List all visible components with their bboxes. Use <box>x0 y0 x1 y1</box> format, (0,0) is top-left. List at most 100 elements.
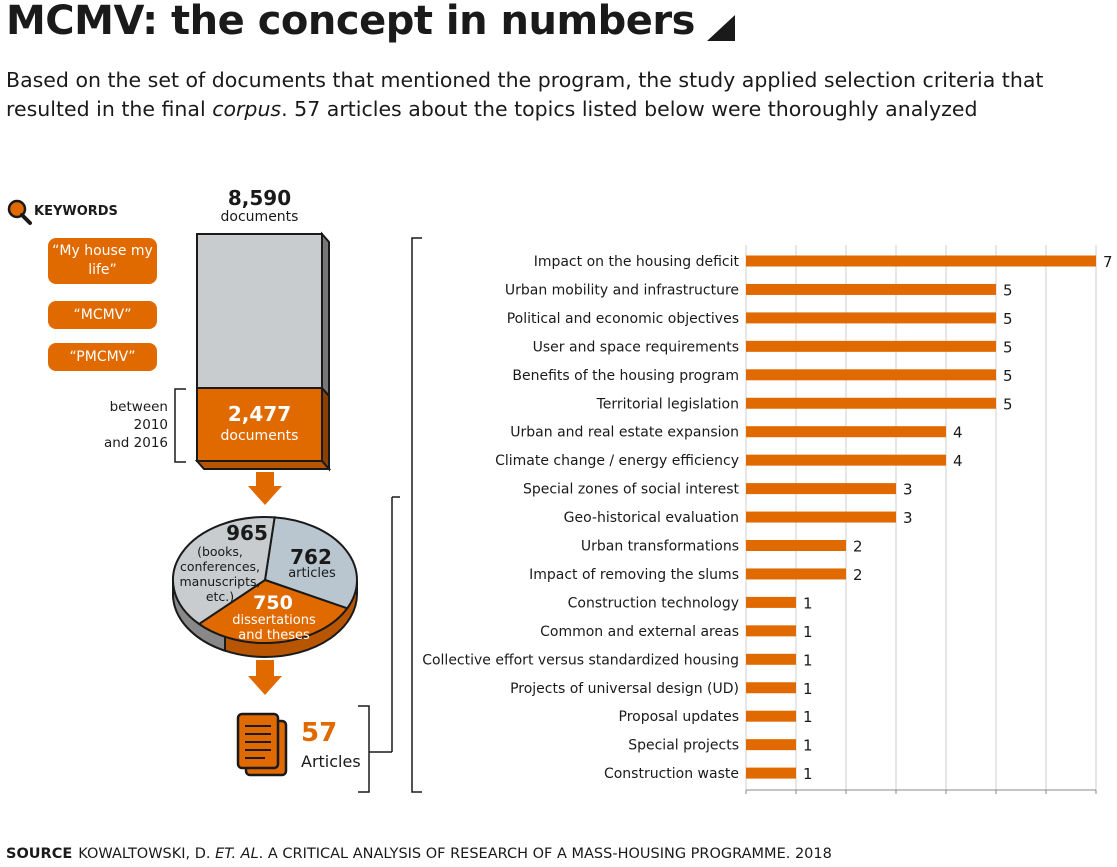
bar <box>746 369 996 381</box>
value-label: 1 <box>803 765 813 783</box>
pie-slice <box>172 516 276 626</box>
subtitle-emphasis: corpus <box>212 97 282 121</box>
category-label: Geo-historical evaluation <box>564 510 739 526</box>
funnel-graphic <box>7 199 400 793</box>
filtered-unit: documents <box>220 428 299 444</box>
value-label: 3 <box>903 481 913 499</box>
down-arrow-icon <box>248 660 282 695</box>
bar <box>746 739 796 751</box>
period-line: and 2016 <box>103 435 168 451</box>
category-label: Territorial legislation <box>596 396 739 412</box>
category-label: Impact on the housing deficit <box>534 254 740 270</box>
keyword-badge: “PMCMV” <box>48 343 157 371</box>
value-label: 1 <box>803 708 813 726</box>
value-label: 1 <box>803 594 813 612</box>
value-label: 5 <box>1003 310 1013 328</box>
pie-label-line: and theses <box>238 628 310 643</box>
bar <box>746 710 796 722</box>
value-label: 4 <box>953 452 963 470</box>
bar <box>746 653 796 665</box>
source-note: SOURCE KOWALTOWSKI, D. ET. AL. A CRITICAL… <box>6 846 832 862</box>
pie-label-line: manuscripts, <box>179 574 261 589</box>
category-label: Benefits of the housing program <box>512 368 739 384</box>
title-triangle-icon <box>707 15 735 41</box>
value-label: 1 <box>803 680 813 698</box>
period-line: between <box>109 399 168 415</box>
pie-slice-count: 750 <box>253 592 293 614</box>
pie-slice-count: 762 <box>290 545 332 569</box>
value-label: 3 <box>903 509 913 527</box>
pie-label-line: conferences, <box>179 559 261 574</box>
value-label: 7 <box>1103 253 1113 271</box>
bar <box>746 312 996 324</box>
value-label: 4 <box>953 424 963 442</box>
bar <box>746 682 796 694</box>
category-label: Special zones of social interest <box>523 482 740 498</box>
pie-label-line: (books, <box>197 544 243 559</box>
value-label: 2 <box>853 566 863 584</box>
topics-bar-chart: Impact on the housing deficit 7 Urban mobi… <box>411 237 1113 794</box>
magnifier-icon <box>7 199 32 225</box>
documents-box <box>194 231 332 472</box>
final-unit: Articles <box>301 752 361 771</box>
keyword-badge: “My house my life” <box>48 238 157 284</box>
total-unit: documents <box>220 209 299 225</box>
pie-slice-label: articles <box>288 566 336 581</box>
bar <box>746 483 896 495</box>
bar <box>746 426 946 438</box>
bar <box>746 767 796 779</box>
category-label: Impact of removing the slums <box>529 567 739 583</box>
category-label: User and space requirements <box>533 339 739 355</box>
value-label: 1 <box>803 623 813 641</box>
value-label: 1 <box>803 737 813 755</box>
source-text-b: . A CRITICAL ANALYSIS OF RESEARCH OF A M… <box>258 846 832 862</box>
bar <box>746 340 996 352</box>
bar <box>746 454 946 466</box>
value-label: 5 <box>1003 281 1013 299</box>
articles-bracket <box>358 705 370 793</box>
page-title: MCMV: the concept in numbers <box>6 0 695 44</box>
value-label: 2 <box>853 538 863 556</box>
bar <box>746 255 1096 267</box>
topics-bracket <box>411 237 422 793</box>
keywords-label: KEYWORDS <box>34 204 118 219</box>
down-arrow-icon <box>248 472 282 505</box>
category-label: Projects of universal design (UD) <box>510 681 739 697</box>
pie-slice-count: 965 <box>226 521 268 545</box>
category-label: Construction waste <box>604 766 739 782</box>
documents-icon <box>236 712 288 777</box>
category-label: Urban transformations <box>581 539 739 555</box>
bar <box>746 540 846 551</box>
keyword-badge: “MCMV” <box>48 301 157 329</box>
bar <box>746 397 996 409</box>
pie-slice <box>263 516 358 610</box>
period-line: 2010 <box>133 417 168 433</box>
value-label: 1 <box>803 651 813 669</box>
pie-slice <box>197 578 349 644</box>
pie-chart <box>172 516 358 658</box>
category-label: Climate change / energy efficiency <box>495 453 739 469</box>
value-label: 5 <box>1003 367 1013 385</box>
total-count: 8,590 <box>227 186 292 210</box>
value-label: 5 <box>1003 338 1013 356</box>
pie-slice-label: (books, conferences, manuscripts, etc.) <box>172 544 268 604</box>
pie-label-line: dissertations <box>232 613 316 628</box>
bar <box>746 283 996 295</box>
category-label: Special projects <box>628 738 739 754</box>
final-count: 57 <box>301 718 338 748</box>
subtitle-text-a: resulted in the final <box>6 97 213 121</box>
category-label: Construction technology <box>568 595 739 611</box>
bar <box>746 625 796 637</box>
filtered-count: 2,477 <box>227 402 292 426</box>
value-label: 5 <box>1003 395 1013 413</box>
category-label: Common and external areas <box>540 624 739 640</box>
category-label: Urban mobility and infrastructure <box>505 282 739 298</box>
category-label: Proposal updates <box>619 709 740 725</box>
pie-slice-label: dissertations and theses <box>219 613 329 643</box>
period-label: between 2010 and 2016 <box>96 398 168 452</box>
subtitle-line-2: resulted in the final corpus. 57 article… <box>6 97 977 121</box>
subtitle-text-b: . 57 articles about the topics listed be… <box>281 97 978 121</box>
period-bracket <box>174 388 186 463</box>
subtitle-line-1: Based on the set of documents that menti… <box>6 68 1044 92</box>
source-text-a: KOWALTOWSKI, D. <box>78 846 216 862</box>
